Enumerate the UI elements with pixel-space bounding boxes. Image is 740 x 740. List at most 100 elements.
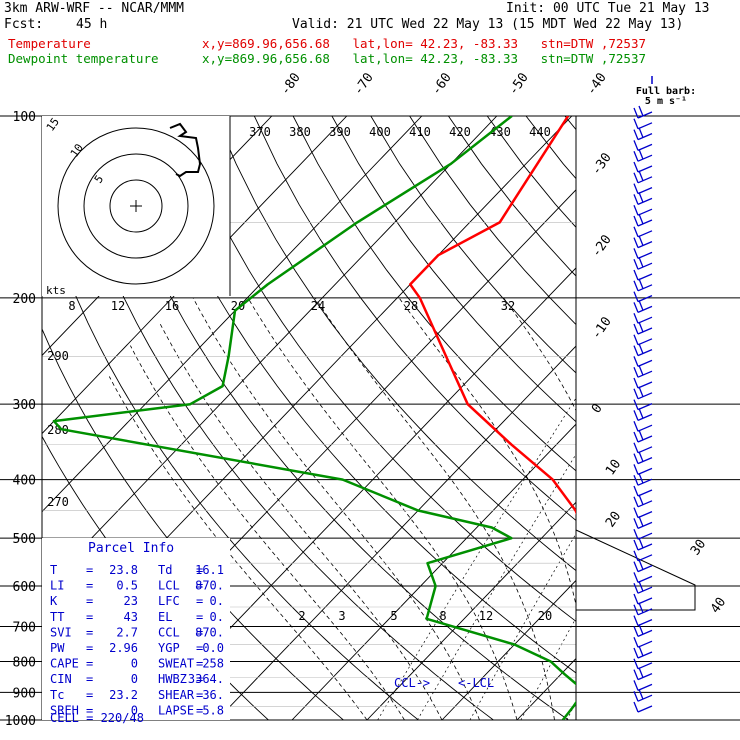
parcel-key: Td bbox=[158, 563, 172, 577]
wind-barb-flag bbox=[633, 258, 639, 270]
parcel-eq: = bbox=[196, 625, 203, 639]
isotherm-label: 30 bbox=[688, 537, 709, 558]
wind-barb bbox=[633, 572, 653, 583]
wind-barb bbox=[633, 312, 653, 324]
wind-barb bbox=[633, 334, 653, 346]
wind-barb-flag bbox=[638, 278, 644, 290]
parcel-value: 0.5 bbox=[116, 579, 138, 593]
mixing-ratio-low-label: 8 bbox=[439, 609, 446, 623]
parcel-value: 23.2 bbox=[109, 688, 138, 702]
isotherm-line bbox=[216, 345, 576, 720]
wind-barb-flag bbox=[638, 688, 644, 700]
wind-barb bbox=[633, 183, 653, 195]
wind-barb-flag bbox=[633, 377, 639, 389]
parcel-eq: = bbox=[196, 703, 203, 717]
parcel-cell: CELL = 220/48 bbox=[50, 711, 144, 725]
wind-barb-staff bbox=[637, 586, 653, 594]
wind-barb-flag bbox=[638, 537, 644, 549]
mixing-ratio-top-label: 28 bbox=[404, 299, 418, 313]
wind-barb-staff bbox=[637, 640, 653, 648]
mixing-ratio-line bbox=[469, 533, 576, 720]
wind-barb-flag bbox=[638, 645, 644, 657]
wind-barb-staff bbox=[637, 262, 653, 270]
mixing-ratio-low-label: 12 bbox=[479, 609, 493, 623]
wind-barb bbox=[633, 593, 653, 605]
wind-barb-staff bbox=[637, 651, 653, 659]
wind-barb-flag bbox=[638, 386, 644, 398]
wind-barb-flag bbox=[638, 148, 644, 160]
parcel-eq: = bbox=[86, 703, 93, 717]
wind-barb bbox=[633, 256, 653, 270]
parcel-key: T bbox=[50, 563, 57, 577]
wind-barb bbox=[633, 343, 653, 357]
wind-barb bbox=[633, 105, 653, 119]
isotherm-line bbox=[516, 657, 576, 720]
mixing-ratio-line bbox=[650, 298, 740, 720]
parcel-value: 2.7 bbox=[116, 625, 138, 639]
plot-frame bbox=[41, 115, 577, 721]
wind-barb-flag bbox=[633, 366, 639, 378]
wind-barb-flag bbox=[638, 105, 644, 117]
wind-barb-flag bbox=[633, 312, 639, 324]
wind-barb bbox=[633, 148, 653, 162]
parcel-key: LI bbox=[50, 579, 64, 593]
wind-barb-staff bbox=[637, 532, 653, 540]
wind-barb-flag bbox=[633, 302, 639, 313]
wind-barb-flag bbox=[633, 399, 639, 410]
lcl-marker: <-LCL bbox=[458, 676, 494, 690]
wind-barb-staff bbox=[637, 521, 653, 529]
wind-barb-staff bbox=[637, 241, 653, 249]
wind-barb-flag bbox=[638, 516, 644, 527]
wind-barb-staff bbox=[637, 251, 653, 259]
hodograph-units: kts bbox=[46, 284, 66, 297]
wind-barb-flag bbox=[633, 550, 639, 562]
dry-adiabat-line bbox=[681, 116, 740, 720]
pressure-label: 400 bbox=[13, 474, 36, 489]
wind-barb-flag bbox=[633, 150, 639, 162]
wind-barb-flag bbox=[633, 464, 639, 475]
dry-adiabat-line bbox=[643, 116, 740, 720]
moist-adiabat-line bbox=[247, 297, 518, 720]
wind-barb-flag bbox=[633, 636, 639, 648]
wind-barb-flag bbox=[633, 528, 639, 540]
wind-barb-staff bbox=[637, 554, 653, 562]
parcel-key: SREH bbox=[50, 703, 79, 717]
isotherm-label: -40 bbox=[584, 70, 610, 98]
wind-barb-staff bbox=[637, 489, 653, 497]
parcel-value: 0. bbox=[210, 610, 224, 624]
wind-barb-staff bbox=[637, 187, 653, 195]
wind-barb-staff bbox=[637, 316, 653, 324]
parcel-value: 258 bbox=[202, 657, 224, 671]
mixing-ratio-top-label: 8 bbox=[68, 299, 75, 313]
wind-barb bbox=[633, 364, 653, 378]
wind-barb-staff bbox=[637, 478, 653, 486]
pressure-label: 800 bbox=[13, 655, 36, 670]
wind-barb-flag bbox=[638, 494, 644, 506]
isotherm-label: 20 bbox=[603, 509, 624, 530]
wind-barb-flag bbox=[638, 235, 644, 246]
pressure-label: 700 bbox=[13, 620, 36, 635]
wind-barb-staff bbox=[637, 424, 653, 432]
wind-barb-flag bbox=[633, 107, 639, 119]
wind-barb-staff bbox=[637, 629, 653, 637]
mixing-ratio-line bbox=[669, 298, 740, 720]
wind-barb bbox=[633, 442, 653, 454]
wind-barb-staff bbox=[637, 165, 653, 173]
wind-barb-flag bbox=[633, 626, 639, 637]
parcel-key: HWBZ bbox=[158, 672, 187, 686]
isotherm-line bbox=[42, 116, 423, 513]
isotherm-line bbox=[42, 116, 348, 435]
wind-barb bbox=[633, 278, 653, 292]
wind-barb-staff bbox=[637, 683, 653, 691]
wind-barb-staff bbox=[637, 219, 653, 227]
wind-barb bbox=[633, 645, 653, 659]
wind-barb bbox=[633, 550, 653, 562]
dry-adiabat-line bbox=[525, 116, 576, 180]
wind-barb bbox=[633, 408, 653, 421]
theta-label: 390 bbox=[329, 125, 351, 139]
dewpoint-point-info: x,y=869.96,656.68 lat,lon= 42.23, -83.33… bbox=[202, 51, 647, 66]
parcel-key: Tc bbox=[50, 688, 64, 702]
dry-adiabat-line bbox=[331, 116, 576, 423]
wind-barb-flag bbox=[633, 507, 639, 518]
